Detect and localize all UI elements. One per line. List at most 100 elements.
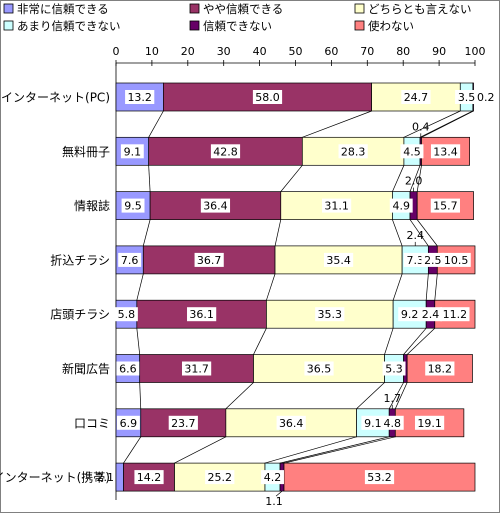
data-label-2-3: 28.3 (341, 145, 366, 158)
connector-6-3 (356, 382, 385, 410)
legend-swatch-6 (354, 20, 365, 31)
data-label-4-1-box (118, 252, 142, 267)
connector-2-5 (416, 165, 422, 192)
data-label-3-6-box (430, 198, 460, 213)
data-label-6-1: 6.6 (119, 363, 137, 376)
data-label-7-4-box (361, 415, 385, 430)
data-label-4-2-box (194, 252, 224, 267)
data-label-1-3-box (401, 90, 431, 104)
connector-7-3 (264, 436, 357, 464)
data-label-8-1: 2.1 (97, 471, 115, 484)
data-label-7-7: 1.7 (384, 392, 402, 405)
category-label-7: 口コミ (74, 416, 110, 430)
data-label-2-6: 13.4 (433, 145, 458, 158)
data-label-5-5-box (419, 307, 442, 322)
data-label-4-3-box (323, 252, 354, 267)
x-tick-label-20: 20 (181, 45, 195, 58)
data-label-8-5-box (364, 470, 395, 485)
data-label-5-1: 5.8 (118, 308, 136, 321)
x-tick-label-100: 100 (465, 45, 486, 58)
connector-6-1 (139, 382, 142, 409)
connector-6-5 (394, 382, 408, 409)
x-tick-label-30: 30 (217, 45, 231, 58)
data-labels: 13.2 58.0 24.7 3.5 0.2 9.1 42.8 28.3 4.5 0.413.4 9… (97, 90, 495, 508)
legend-label-5: 信頼できない (203, 19, 272, 33)
data-label-8-2-box (134, 470, 164, 485)
data-label-4-3: 35.4 (326, 254, 351, 267)
data-label-6-2-box (181, 361, 212, 376)
data-label-5-1-box (114, 307, 138, 322)
data-label-2-2: 42.8 (213, 145, 238, 158)
data-label-4-7: 2.4 (406, 229, 424, 242)
legend-swatch-3 (354, 3, 365, 14)
data-label-8-2: 14.2 (137, 471, 162, 484)
data-label-1-2: 58.0 (255, 91, 280, 104)
data-label-5-4: 9.2 (401, 308, 419, 321)
x-axis: 0 10 20 30 40 50 60 70 80 90 100 (113, 45, 486, 500)
data-label-5-3-box (315, 307, 345, 322)
connector-3-4 (409, 219, 429, 247)
connector-6-2 (225, 382, 254, 410)
data-label-5-5: 2.4 (422, 308, 440, 321)
data-label-4-2: 36.7 (197, 254, 222, 267)
data-label-7-2: 23.7 (171, 417, 196, 430)
data-label-3-1-box (121, 198, 145, 213)
data-label-1-1: 13.2 (127, 91, 152, 104)
data-label-7-1: 6.9 (120, 417, 138, 430)
data-label-2-6-box (430, 144, 461, 159)
data-label-8-4-box (261, 470, 284, 485)
connector-1-2 (302, 110, 372, 138)
bars (115, 82, 476, 492)
legend-swatch-2 (189, 3, 200, 14)
data-label-7-5: 4.8 (384, 417, 402, 430)
connector-4-5 (434, 273, 438, 301)
x-tick-label-40: 40 (253, 45, 267, 58)
data-label-8-3-box (205, 470, 235, 485)
data-label-7-1-box (116, 415, 140, 430)
connector-5-3 (384, 328, 394, 355)
data-label-2-4: 4.5 (403, 145, 421, 158)
legend-swatch-4 (3, 20, 14, 31)
category-label-1: インターネット(PC) (1, 91, 110, 105)
data-label-4-4: 7.3 (406, 254, 424, 267)
x-tick-label-90: 90 (432, 45, 446, 58)
data-label-6-2: 31.7 (184, 363, 209, 376)
connector-3-3 (392, 219, 403, 247)
legend-label-1: 非常に信頼できる (17, 2, 109, 16)
data-label-4-4-box (403, 252, 427, 267)
data-label-2-1-box (120, 144, 144, 159)
data-label-2-3-box (338, 144, 368, 159)
data-label-4-6: 10.5 (444, 254, 469, 267)
connector-4-2 (266, 273, 276, 301)
data-label-1-4-box (455, 90, 479, 104)
connector-7-4 (279, 436, 390, 464)
connector-7-2 (174, 436, 227, 464)
x-tick-label-0: 0 (113, 45, 120, 58)
data-label-3-1: 9.5 (124, 200, 142, 213)
connector-2-4 (409, 165, 421, 192)
data-label-2-2-box (210, 144, 241, 159)
data-label-3-2-box (200, 198, 231, 213)
x-tick-label-10: 10 (145, 45, 159, 58)
connector-6-4 (388, 382, 404, 409)
data-label-8-4: 4.2 (264, 471, 282, 484)
connector-2-2 (280, 165, 303, 192)
connector-4-4 (425, 273, 429, 301)
connector-2-1 (148, 165, 151, 192)
x-tick-label-60: 60 (324, 45, 338, 58)
data-label-6-5-box (425, 361, 455, 376)
legend-swatch-5 (189, 20, 200, 31)
legend-label-4: あまり信頼できない (17, 19, 121, 33)
data-label-7-6: 19.1 (417, 417, 442, 430)
data-label-3-4: 4.9 (392, 200, 410, 213)
data-label-2-4-box (400, 144, 424, 159)
bar-6-3 (253, 354, 385, 383)
legend-swatch-1 (3, 3, 14, 14)
data-label-7-6-box (414, 415, 445, 430)
data-label-3-3: 31.1 (324, 200, 349, 213)
data-label-8-5: 53.2 (367, 471, 392, 484)
data-label-4-1: 7.6 (121, 254, 139, 267)
data-label-1-1-box (125, 90, 155, 104)
